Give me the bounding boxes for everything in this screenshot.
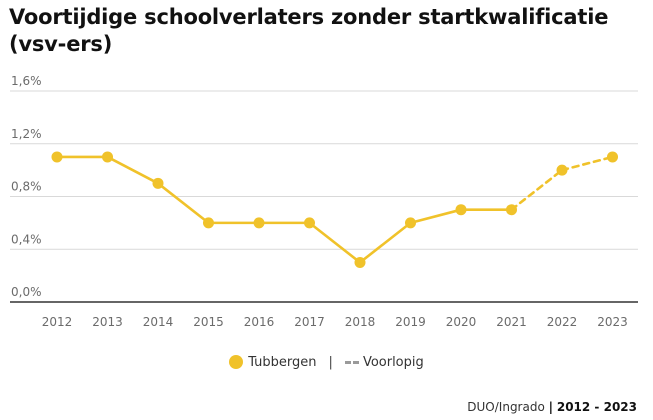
x-tick-label: 2016: [244, 315, 275, 329]
source-text: DUO/Ingrado: [467, 400, 545, 414]
data-point: [455, 204, 467, 216]
data-point: [102, 151, 113, 163]
x-tick-label: 2017: [294, 315, 325, 329]
y-tick-label: 1,2%: [11, 127, 42, 141]
data-point: [304, 217, 315, 229]
data-point: [203, 217, 214, 229]
y-tick-label: 1,6%: [11, 74, 42, 88]
series-segment-provisional: [510, 168, 564, 211]
legend-series-marker: [229, 355, 244, 369]
x-tick-label: 2014: [143, 315, 174, 329]
x-tick-label: 2013: [92, 315, 123, 329]
series-segment-provisional: [560, 155, 614, 172]
legend-dashed-line-icon: [344, 360, 359, 364]
data-point: [51, 151, 63, 163]
x-tick-label: 2018: [345, 315, 376, 329]
chart-title: Voortijdige schoolverlaters zonder start…: [9, 5, 609, 56]
data-point: [607, 151, 618, 163]
series-segment: [156, 182, 210, 225]
series-segment: [308, 221, 362, 264]
series-points: [51, 151, 618, 268]
series-segment: [409, 208, 463, 225]
series-segment: [106, 155, 160, 185]
source-period: 2012 - 2023: [556, 400, 637, 414]
x-tick-label: 2020: [446, 315, 477, 329]
source-separator: |: [548, 400, 554, 414]
legend-series-label: Tubbergen: [248, 354, 317, 370]
data-point: [506, 204, 517, 216]
grid-lines: [10, 90, 638, 303]
x-tick-label: 2019: [395, 315, 426, 329]
y-tick-label: 0,4%: [11, 232, 42, 246]
y-tick-label: 0,8%: [11, 180, 42, 194]
line-chart: 0,0%0,4%0,8%1,2%1,6% 2012 2013 2014 2015 201…: [10, 74, 638, 329]
y-tick-label: 0,0%: [11, 285, 42, 299]
x-axis-ticks: 2012 2013 2014 2015 2016 2017 2018 2019 2020 2021…: [42, 315, 628, 329]
data-point: [152, 177, 164, 189]
source-credit: DUO/Ingrado | 2012 - 2023: [467, 400, 637, 414]
series-segment: [358, 221, 412, 264]
legend: Tubbergen | Voorlopig: [0, 352, 653, 372]
data-point: [556, 164, 568, 176]
x-tick-label: 2022: [547, 315, 578, 329]
x-tick-label: 2023: [597, 315, 628, 329]
data-point: [405, 217, 416, 229]
data-point: [354, 256, 366, 268]
y-axis-ticks: 0,0% 0,4% 0,8% 1,2% 1,6%: [11, 74, 42, 299]
x-tick-label: 2015: [193, 315, 224, 329]
series-lines: [55, 155, 614, 264]
legend-provisional-label: Voorlopig: [362, 354, 424, 370]
x-tick-label: 2012: [42, 315, 73, 329]
legend-separator: |: [328, 354, 333, 370]
x-tick-label: 2021: [496, 315, 527, 329]
data-point: [253, 217, 265, 229]
